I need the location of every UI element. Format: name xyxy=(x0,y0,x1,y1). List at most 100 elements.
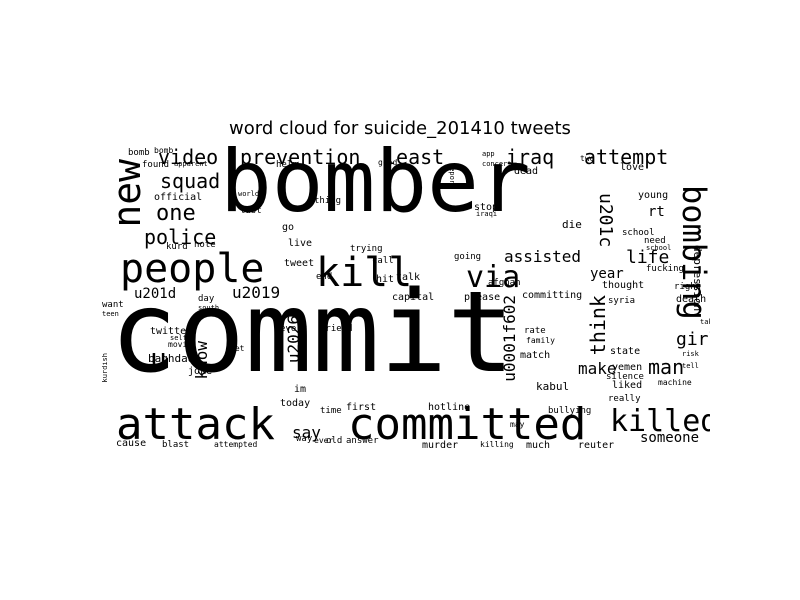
word: school xyxy=(646,244,672,252)
word: police xyxy=(144,225,217,249)
word: really xyxy=(608,394,641,404)
word: movie xyxy=(168,340,193,349)
word: young xyxy=(638,190,669,201)
word: year xyxy=(590,266,624,282)
word: teen xyxy=(102,310,119,318)
word: world xyxy=(238,190,260,198)
word: concert xyxy=(482,160,512,168)
word: murder xyxy=(422,440,459,451)
word: liked xyxy=(612,380,643,391)
word: want xyxy=(102,300,124,310)
word: baghdad xyxy=(148,352,195,365)
word: new xyxy=(105,159,149,228)
word: least xyxy=(384,145,445,169)
word: syria xyxy=(608,296,636,306)
word: answer xyxy=(346,436,379,446)
word: get xyxy=(230,344,245,353)
word: people xyxy=(120,246,265,292)
word: call xyxy=(372,256,394,266)
word: say xyxy=(292,423,321,442)
word: kurd xyxy=(166,242,188,252)
word: time xyxy=(320,406,342,416)
word: squad xyxy=(160,169,221,193)
word: tweet xyxy=(284,258,315,269)
word: machine xyxy=(658,378,692,387)
word: bullying xyxy=(548,406,592,416)
word: trying xyxy=(350,244,383,254)
word: iraqi xyxy=(476,210,498,218)
word: im xyxy=(294,384,307,395)
word: match xyxy=(520,350,551,361)
word: man xyxy=(648,355,685,379)
word: u2026 xyxy=(284,315,303,364)
word: u2019 xyxy=(232,283,281,302)
word: school xyxy=(622,228,655,238)
word: live xyxy=(288,238,313,249)
word: make xyxy=(578,359,617,378)
word: u xyxy=(150,342,167,375)
word: apparent xyxy=(174,160,208,168)
word: cause xyxy=(116,438,147,449)
word: going xyxy=(454,252,482,262)
word: rate xyxy=(524,326,546,336)
word: way xyxy=(296,434,313,444)
word: love xyxy=(620,162,645,173)
word: found xyxy=(142,160,170,170)
word: need xyxy=(644,236,666,246)
word: think xyxy=(586,295,610,356)
word: prevention xyxy=(240,145,361,169)
word: much xyxy=(526,440,551,451)
word: attack xyxy=(116,399,275,450)
word: thought xyxy=(602,280,645,291)
chart-title: word cloud for suicide_201410 tweets xyxy=(229,118,571,139)
word: video xyxy=(158,145,219,169)
word: one xyxy=(156,201,196,226)
word: last xyxy=(240,206,262,216)
word: silence xyxy=(606,372,644,382)
word: official xyxy=(154,192,203,203)
word: u0001f602 xyxy=(500,295,519,382)
word: bomb xyxy=(128,148,150,158)
word: report xyxy=(448,163,456,189)
word: death xyxy=(676,294,707,305)
word: dead xyxy=(514,166,539,177)
word: rt xyxy=(648,204,665,220)
word: thing xyxy=(314,196,342,206)
word: u201d xyxy=(134,286,177,302)
word: girl xyxy=(676,329,710,350)
word: two xyxy=(580,154,595,163)
word: day xyxy=(198,294,215,304)
word: blast xyxy=(162,440,190,450)
word: today xyxy=(280,398,311,409)
word: risk xyxy=(682,350,699,358)
word: take xyxy=(700,318,710,326)
word: attempted xyxy=(214,440,258,449)
word: depression xyxy=(691,245,704,312)
word: assisted xyxy=(504,247,582,266)
word: capital xyxy=(392,292,435,303)
word: state xyxy=(610,346,641,357)
word: ever xyxy=(314,436,334,445)
word: friend xyxy=(320,324,353,334)
word: note xyxy=(194,240,216,250)
word: tell xyxy=(682,362,699,370)
word: every xyxy=(280,324,308,334)
word-cloud: bomber commit attack committed people ki… xyxy=(102,145,710,450)
word: joke xyxy=(188,366,213,377)
word: killing xyxy=(480,440,514,449)
word: kill xyxy=(316,250,413,296)
word: help xyxy=(276,160,298,170)
word: old xyxy=(326,436,343,446)
word: committed xyxy=(348,399,587,450)
word: kurdish xyxy=(102,353,109,383)
word: commit xyxy=(110,268,515,398)
word: fucking xyxy=(646,264,684,274)
word: app xyxy=(482,150,495,158)
word: committing xyxy=(522,290,583,301)
word: kabul xyxy=(536,380,570,393)
word: yemen xyxy=(612,362,643,373)
word: end xyxy=(316,272,333,282)
word: self xyxy=(170,334,187,342)
word: reuter xyxy=(578,440,615,451)
word: bomb xyxy=(154,146,174,155)
